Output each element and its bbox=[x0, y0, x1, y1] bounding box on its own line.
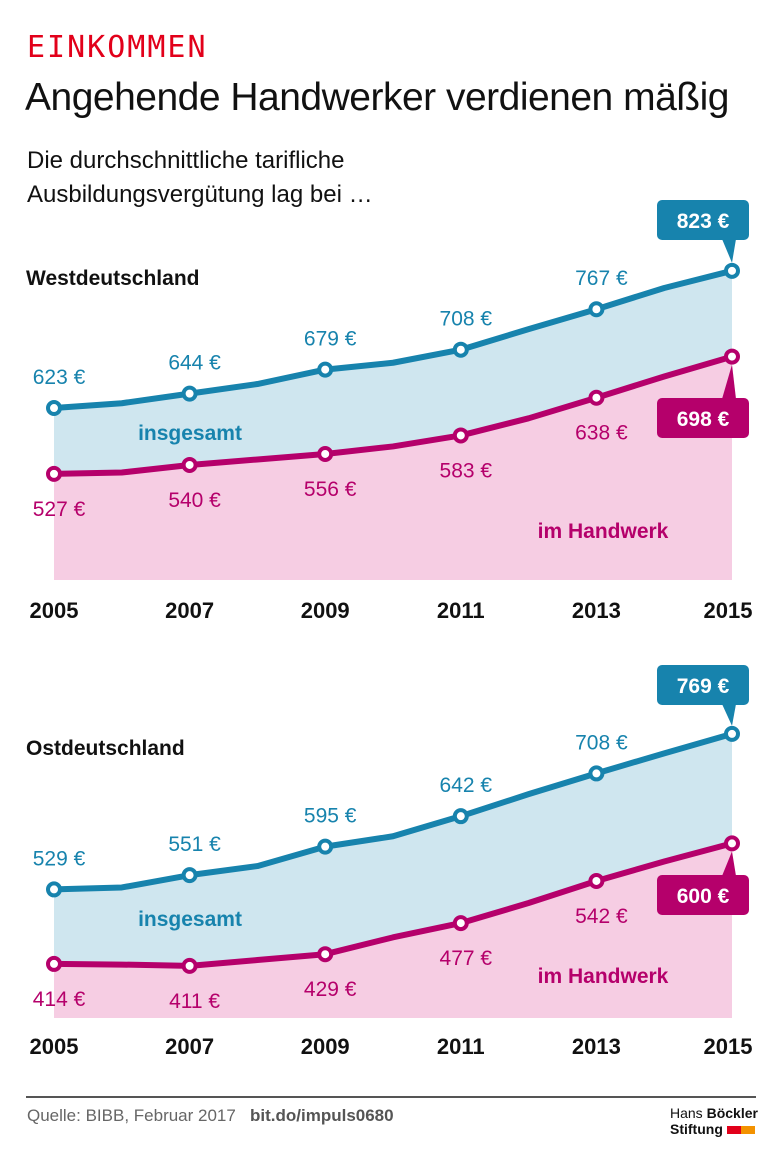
value-label: 642 € bbox=[440, 774, 493, 797]
series-label-insgesamt: insgesamt bbox=[138, 422, 242, 445]
x-tick-label: 2015 bbox=[704, 598, 753, 623]
value-callout-box bbox=[657, 200, 749, 240]
value-label: 411 € bbox=[169, 990, 220, 1013]
x-tick-label: 2013 bbox=[572, 598, 621, 623]
data-point bbox=[46, 400, 62, 417]
data-point bbox=[181, 385, 198, 402]
source-link[interactable]: bit.do/impuls0680 bbox=[250, 1106, 394, 1125]
data-point bbox=[588, 765, 605, 782]
panel-title: Ostdeutschland bbox=[26, 737, 185, 760]
value-callout-box bbox=[657, 665, 749, 705]
value-label: 429 € bbox=[304, 978, 357, 1001]
x-tick-label: 2005 bbox=[30, 598, 79, 623]
value-label: 679 € bbox=[304, 328, 357, 351]
data-point bbox=[181, 957, 198, 974]
area-handwerk bbox=[54, 843, 732, 1018]
x-tick-label: 2011 bbox=[437, 598, 485, 623]
data-point bbox=[452, 427, 469, 444]
logo-text-b: Böckler bbox=[706, 1105, 758, 1121]
value-label: 623 € bbox=[33, 366, 86, 389]
value-label: 698 € bbox=[677, 408, 730, 431]
value-label: 708 € bbox=[440, 308, 493, 331]
subtitle: Die durchschnittliche tarifliche Ausbild… bbox=[27, 144, 373, 212]
panel-title: Westdeutschland bbox=[26, 267, 199, 290]
callout-pointer bbox=[722, 364, 736, 399]
data-point bbox=[46, 881, 62, 898]
data-point bbox=[588, 389, 605, 406]
data-point bbox=[724, 262, 740, 279]
data-point bbox=[452, 915, 469, 932]
x-tick-label: 2007 bbox=[165, 598, 214, 623]
line-handwerk bbox=[53, 353, 733, 477]
series-label-handwerk: im Handwerk bbox=[538, 520, 669, 543]
logo-red-square bbox=[726, 1126, 741, 1135]
value-label: 551 € bbox=[168, 833, 221, 856]
data-point bbox=[317, 838, 334, 855]
value-label: 767 € bbox=[575, 267, 628, 290]
x-tick-label: 2005 bbox=[30, 1034, 79, 1059]
data-point bbox=[588, 872, 605, 889]
callout-pointer bbox=[722, 704, 736, 726]
data-point bbox=[181, 456, 198, 473]
value-label: 600 € bbox=[677, 885, 730, 908]
hans-boeckler-stiftung-logo: Hans Böckler Stiftung bbox=[670, 1105, 758, 1137]
value-label: 529 € bbox=[33, 847, 86, 870]
value-callout-box bbox=[657, 398, 749, 438]
value-label: 556 € bbox=[304, 478, 357, 501]
x-tick-label: 2011 bbox=[437, 1034, 485, 1059]
data-point bbox=[317, 946, 334, 963]
x-tick-label: 2013 bbox=[572, 1034, 621, 1059]
logo-text-a: Hans bbox=[670, 1105, 703, 1121]
data-point bbox=[588, 301, 605, 318]
data-point bbox=[724, 348, 740, 365]
line-handwerk bbox=[53, 840, 733, 969]
x-tick-label: 2015 bbox=[704, 1034, 753, 1059]
value-label: 823 € bbox=[677, 210, 730, 233]
data-point bbox=[452, 808, 469, 825]
page-title: Angehende Handwerker verdienen mäßig bbox=[25, 76, 729, 119]
subtitle-line-2: Ausbildungsvergütung lag bei … bbox=[27, 181, 373, 208]
panel-ostdeutschland bbox=[46, 665, 749, 1018]
panel-westdeutschland bbox=[46, 200, 749, 580]
value-label: 769 € bbox=[677, 675, 730, 698]
value-label: 583 € bbox=[440, 459, 493, 482]
x-tick-label: 2009 bbox=[301, 1034, 350, 1059]
data-point bbox=[724, 725, 740, 742]
x-tick-label: 2009 bbox=[301, 598, 350, 623]
value-callout-box bbox=[657, 875, 749, 915]
data-point bbox=[317, 361, 334, 378]
series-label-handwerk: im Handwerk bbox=[538, 965, 669, 988]
data-point bbox=[46, 955, 62, 972]
line-insgesamt bbox=[53, 731, 733, 893]
logo-text-c: Stiftung bbox=[670, 1121, 723, 1137]
value-label: 540 € bbox=[168, 489, 221, 512]
value-label: 414 € bbox=[33, 988, 86, 1011]
data-point bbox=[317, 445, 334, 462]
callout-pointer bbox=[722, 851, 736, 876]
data-point bbox=[46, 465, 62, 482]
data-point bbox=[724, 835, 740, 852]
area-handwerk bbox=[54, 356, 732, 580]
value-label: 477 € bbox=[440, 947, 493, 970]
value-label: 595 € bbox=[304, 805, 357, 828]
data-point bbox=[181, 867, 198, 884]
value-label: 708 € bbox=[575, 731, 628, 754]
callout-pointer bbox=[722, 239, 736, 263]
footer-divider bbox=[26, 1096, 756, 1098]
logo-orange-square bbox=[740, 1126, 755, 1135]
series-label-insgesamt: insgesamt bbox=[138, 908, 242, 931]
source-text: Quelle: BIBB, Februar 2017 bbox=[27, 1106, 236, 1125]
value-label: 542 € bbox=[575, 905, 628, 928]
value-label: 644 € bbox=[168, 352, 221, 375]
data-point bbox=[452, 341, 469, 358]
value-label: 527 € bbox=[33, 498, 86, 521]
subtitle-line-1: Die durchschnittliche tarifliche bbox=[27, 147, 345, 174]
line-insgesamt bbox=[53, 267, 733, 412]
value-label: 638 € bbox=[575, 422, 628, 445]
kicker: EINKOMMEN bbox=[27, 30, 208, 65]
x-tick-label: 2007 bbox=[165, 1034, 214, 1059]
